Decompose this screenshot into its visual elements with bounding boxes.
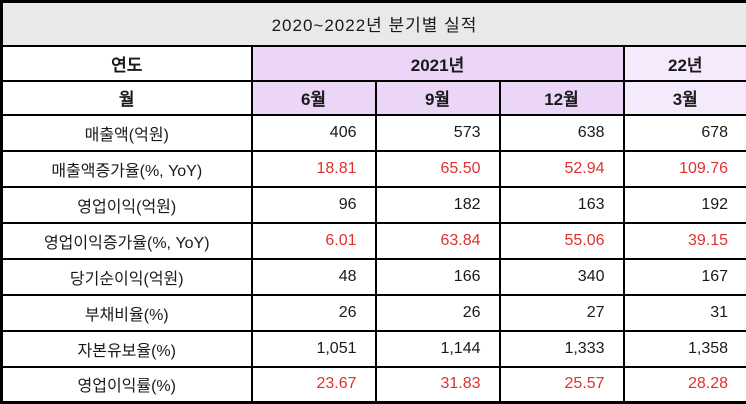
year-header-row: 연도 2021년 22년 (2, 46, 746, 81)
month-header-sep: 9월 (376, 81, 500, 115)
row-label: 영업이익(억원) (2, 187, 252, 223)
cell-value: 163 (500, 187, 624, 223)
cell-value: 406 (252, 115, 376, 151)
row-label: 매출액증가율(%, YoY) (2, 151, 252, 187)
table-row-revenue-growth: 매출액증가율(%, YoY) 18.81 65.50 52.94 109.76 (2, 151, 746, 187)
month-header-row: 월 6월 9월 12월 3월 (2, 81, 746, 115)
cell-value: 39.15 (624, 223, 746, 259)
cell-value: 6.01 (252, 223, 376, 259)
cell-value: 192 (624, 187, 746, 223)
table-row-retention-ratio: 자본유보율(%) 1,051 1,144 1,333 1,358 (2, 331, 746, 367)
table-row-operating-profit: 영업이익(억원) 96 182 163 192 (2, 187, 746, 223)
row-label: 영업이익률(%) (2, 367, 252, 403)
table-row-revenue: 매출액(억원) 406 573 638 678 (2, 115, 746, 151)
year-row-label: 연도 (2, 46, 252, 81)
cell-value: 23.67 (252, 367, 376, 403)
cell-value: 28.28 (624, 367, 746, 403)
cell-value: 167 (624, 259, 746, 295)
cell-value: 26 (252, 295, 376, 331)
cell-value: 48 (252, 259, 376, 295)
cell-value: 1,333 (500, 331, 624, 367)
cell-value: 573 (376, 115, 500, 151)
cell-value: 31.83 (376, 367, 500, 403)
year-group-2021: 2021년 (252, 46, 624, 81)
cell-value: 340 (500, 259, 624, 295)
year-group-22: 22년 (624, 46, 746, 81)
cell-value: 1,144 (376, 331, 500, 367)
cell-value: 1,358 (624, 331, 746, 367)
row-label: 자본유보율(%) (2, 331, 252, 367)
table-row-debt-ratio: 부채비율(%) 26 26 27 31 (2, 295, 746, 331)
row-label: 당기순이익(억원) (2, 259, 252, 295)
table-title: 2020~2022년 분기별 실적 (2, 2, 746, 46)
cell-value: 166 (376, 259, 500, 295)
cell-value: 182 (376, 187, 500, 223)
table-title-row: 2020~2022년 분기별 실적 (2, 2, 746, 46)
month-header-dec: 12월 (500, 81, 624, 115)
row-label: 영업이익증가율(%, YoY) (2, 223, 252, 259)
table-row-operating-margin: 영업이익률(%) 23.67 31.83 25.57 28.28 (2, 367, 746, 403)
month-header-jun: 6월 (252, 81, 376, 115)
cell-value: 96 (252, 187, 376, 223)
cell-value: 26 (376, 295, 500, 331)
cell-value: 1,051 (252, 331, 376, 367)
table-row-operating-profit-growth: 영업이익증가율(%, YoY) 6.01 63.84 55.06 39.15 (2, 223, 746, 259)
cell-value: 27 (500, 295, 624, 331)
table-row-net-income: 당기순이익(억원) 48 166 340 167 (2, 259, 746, 295)
cell-value: 55.06 (500, 223, 624, 259)
cell-value: 65.50 (376, 151, 500, 187)
cell-value: 678 (624, 115, 746, 151)
cell-value: 638 (500, 115, 624, 151)
month-row-label: 월 (2, 81, 252, 115)
cell-value: 109.76 (624, 151, 746, 187)
cell-value: 25.57 (500, 367, 624, 403)
cell-value: 31 (624, 295, 746, 331)
cell-value: 63.84 (376, 223, 500, 259)
cell-value: 52.94 (500, 151, 624, 187)
cell-value: 18.81 (252, 151, 376, 187)
month-header-mar: 3월 (624, 81, 746, 115)
row-label: 부채비율(%) (2, 295, 252, 331)
row-label: 매출액(억원) (2, 115, 252, 151)
